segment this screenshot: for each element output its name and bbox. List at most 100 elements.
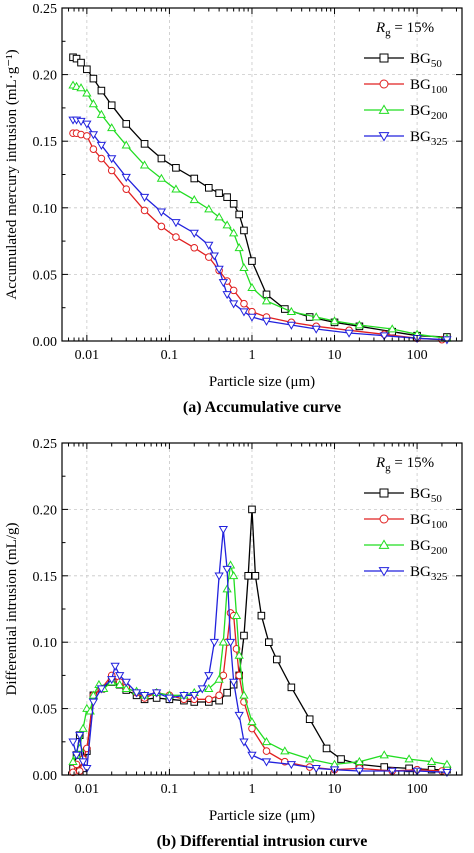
- data-point: [89, 145, 98, 153]
- legend-entry-BG100: BG100: [364, 77, 448, 96]
- data-point: [248, 505, 256, 514]
- legend-marker: [379, 514, 389, 524]
- legend-marker: [379, 53, 389, 63]
- series-line-BG325: [73, 119, 447, 341]
- data-point: [240, 631, 248, 640]
- y-tick-label: 0.00: [33, 335, 58, 350]
- data-point: [228, 300, 239, 309]
- data-point: [131, 689, 142, 698]
- legend-marker: [378, 567, 390, 577]
- data-point: [121, 173, 131, 182]
- y-tick-label: 0.25: [33, 2, 58, 17]
- legend-entry-BG325: BG325: [364, 564, 448, 583]
- data-point: [122, 185, 131, 193]
- y-axis-label: Accumulated mercury intrusion (mL·g⁻¹): [4, 49, 20, 299]
- data-point: [157, 154, 166, 163]
- data-point: [78, 758, 88, 767]
- data-point: [247, 751, 257, 760]
- series-line-BG50: [72, 509, 447, 771]
- data-point: [88, 698, 99, 707]
- data-point: [96, 685, 107, 694]
- x-tick-label: 100: [407, 348, 428, 363]
- x-tick-label: 10: [328, 782, 342, 797]
- data-point: [115, 672, 125, 681]
- data-point: [139, 160, 150, 169]
- x-tick-label: 100: [407, 782, 428, 797]
- data-point: [240, 299, 248, 308]
- legend-marker: [378, 539, 390, 549]
- data-point: [83, 132, 91, 140]
- legend-annotation: Rg = 15%: [375, 20, 434, 39]
- x-tick-label: 0.1: [161, 782, 179, 797]
- data-point: [305, 313, 314, 321]
- legend-label: BG200: [410, 538, 448, 557]
- data-point: [164, 694, 175, 703]
- legend-label: BG100: [410, 512, 448, 531]
- data-point: [228, 228, 239, 237]
- chart-panel-a: 0.01 0.1 1 10 100 0.00 0.05 0.10 0.15 0.20 0.25 Par…: [4, 2, 463, 416]
- data-point: [209, 638, 219, 647]
- data-point: [75, 767, 84, 775]
- data-point: [305, 754, 315, 763]
- data-point: [442, 759, 452, 768]
- data-point: [88, 99, 99, 108]
- chart-panel-b: 0.01 0.1 1 10 100 0.00 0.05 0.10 0.15 0.20 0.25 Par…: [4, 437, 463, 850]
- x-tick-label: 10: [328, 348, 342, 363]
- data-point: [71, 751, 82, 760]
- y-tick-label: 0.10: [33, 202, 58, 217]
- data-point: [76, 83, 86, 92]
- data-point: [121, 140, 131, 149]
- data-point: [218, 526, 228, 535]
- data-point: [218, 637, 228, 646]
- data-point: [189, 692, 199, 701]
- data-point: [205, 695, 213, 704]
- data-point: [305, 715, 314, 724]
- figure-caption: (b) Differential intrusion curve: [157, 833, 368, 850]
- data-point: [223, 193, 231, 201]
- data-point: [379, 750, 389, 759]
- data-point: [280, 746, 290, 755]
- data-point: [96, 141, 107, 150]
- data-point: [122, 120, 131, 128]
- legend-entry-BG50: BG50: [364, 486, 442, 505]
- data-point: [179, 692, 189, 701]
- data-point: [265, 638, 273, 647]
- legend-entry-BG325: BG325: [364, 129, 448, 148]
- data-point: [286, 761, 297, 770]
- data-point: [251, 572, 260, 580]
- legend-label: BG325: [410, 564, 448, 583]
- data-point: [248, 724, 256, 733]
- data-point: [231, 610, 242, 619]
- data-point: [262, 747, 271, 755]
- data-point: [387, 324, 397, 333]
- data-point: [172, 233, 180, 241]
- data-point: [329, 316, 340, 325]
- series-line-BG325: [72, 529, 447, 773]
- y-tick-label: 0.05: [33, 703, 58, 718]
- legend-marker: [379, 488, 389, 498]
- series-BG50: [69, 53, 451, 341]
- legend-marker: [378, 132, 390, 142]
- data-point: [82, 120, 92, 129]
- y-tick-label: 0.20: [33, 503, 58, 518]
- data-point: [204, 672, 214, 681]
- y-tick-label: 0.15: [33, 570, 58, 585]
- data-point: [311, 325, 321, 334]
- data-point: [379, 332, 389, 341]
- data-point: [190, 243, 199, 252]
- data-point: [204, 683, 214, 692]
- data-point: [156, 208, 167, 217]
- legend-entry-BG200: BG200: [364, 103, 448, 122]
- data-point: [151, 689, 162, 698]
- data-point: [139, 692, 150, 701]
- data-point: [225, 638, 236, 647]
- data-point: [89, 74, 98, 83]
- figure-caption: (a) Accumulative curve: [183, 399, 341, 416]
- data-point: [337, 755, 345, 763]
- data-point: [222, 220, 232, 229]
- data-point: [239, 738, 249, 747]
- data-point: [234, 650, 244, 659]
- data-point: [239, 690, 249, 699]
- data-point: [140, 206, 149, 215]
- legend: Rg = 15% BG50 BG100 BG200 BG325: [364, 20, 448, 148]
